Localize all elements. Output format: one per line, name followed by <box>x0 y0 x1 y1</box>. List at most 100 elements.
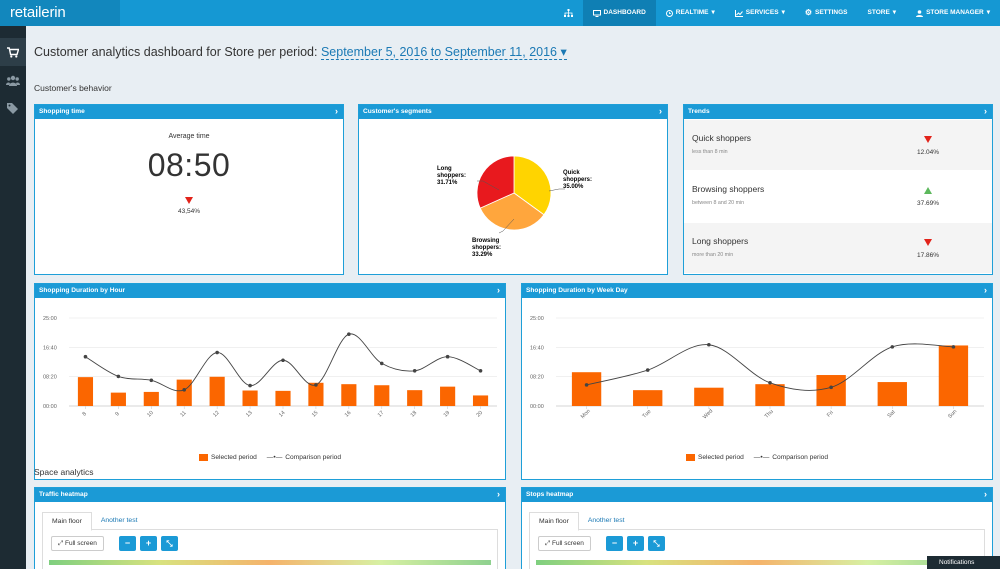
average-time-change: 43,54% <box>177 208 201 215</box>
chevron-right-icon[interactable]: › <box>497 489 500 499</box>
bar <box>440 386 456 406</box>
chevron-right-icon[interactable]: › <box>984 106 987 116</box>
nav-settings[interactable]: ⚙ SETTINGS <box>795 0 858 26</box>
nav-store-manager[interactable]: STORE MANAGER ▾ <box>906 0 1000 26</box>
tab-main-floor[interactable]: Main floor <box>529 512 579 531</box>
main-nav: DASHBOARD REALTIME ▾ SERVICES ▾ ⚙ SETTIN… <box>554 0 1000 26</box>
zoom-out-button[interactable]: − <box>119 536 136 551</box>
y-tick-label: 25:00 <box>43 316 57 322</box>
comparison-point <box>478 369 483 373</box>
x-tick-label: 17 <box>377 410 386 419</box>
caret-down-icon: ▾ <box>711 9 715 16</box>
sidebar-item-customers[interactable] <box>0 38 26 66</box>
legend-swatch <box>685 454 695 461</box>
chevron-right-icon[interactable]: › <box>497 285 500 295</box>
arrow-down-icon <box>924 239 932 246</box>
fullscreen-button[interactable]: ⤢ Full screen <box>51 536 104 551</box>
nav-services[interactable]: SERVICES ▾ <box>725 0 795 26</box>
users-icon <box>6 75 20 86</box>
x-tick-label: 11 <box>179 410 187 418</box>
legend-comparison[interactable]: —•— Comparison period <box>267 454 341 461</box>
chevron-right-icon[interactable]: › <box>659 106 662 116</box>
bar <box>209 376 225 406</box>
panel-header: Shopping Duration by Hour › <box>35 284 505 298</box>
app-logo[interactable]: retailerin <box>0 0 120 26</box>
legend-selected-label: Selected period <box>210 454 257 461</box>
trend-sub: less than 8 min <box>692 149 728 155</box>
chevron-right-icon[interactable]: › <box>335 106 338 116</box>
tab-another-test[interactable]: Another test <box>587 517 625 524</box>
trend-row-long: Long shoppers more than 20 min 17.86% <box>684 223 992 273</box>
caret-down-icon: ▾ <box>892 9 897 16</box>
floor-tabs: Main floor Another test <box>529 512 985 531</box>
bar <box>110 392 126 406</box>
legend-selected[interactable]: Selected period <box>198 454 257 461</box>
comparison-point <box>707 342 711 347</box>
sidebar-item-tags[interactable] <box>0 94 26 122</box>
y-tick-label: 16:40 <box>530 345 544 351</box>
pie-label-quick: Quick shoppers: 35.00% <box>563 170 592 190</box>
nav-sitemap[interactable] <box>554 0 583 26</box>
pie-slice-long <box>476 155 515 209</box>
legend-selected[interactable]: Selected period <box>685 454 744 461</box>
customer-segments-panel: Customer's segments › Long shoppers: 31.71%… <box>358 104 668 275</box>
bar <box>816 375 846 406</box>
chevron-right-icon[interactable]: › <box>984 285 987 295</box>
bar <box>308 382 324 406</box>
panel-title: Shopping time <box>39 108 85 115</box>
arrow-up-icon <box>924 187 932 194</box>
nav-store-manager-label: STORE MANAGER <box>926 9 984 16</box>
heatmap-image[interactable] <box>536 560 978 565</box>
nav-services-label: SERVICES <box>745 9 779 16</box>
bar <box>633 390 663 406</box>
tab-main-floor[interactable]: Main floor <box>42 512 92 531</box>
segments-pie-chart: Long shoppers: 31.71% Quick shoppers: 35.00%… <box>437 155 592 258</box>
nav-store[interactable]: STORE ▾ <box>858 0 907 26</box>
panel-title: Customer's segments <box>363 108 432 115</box>
tab-another-test[interactable]: Another test <box>100 517 138 524</box>
bar <box>938 345 969 406</box>
pie-label-browsing: Browsing shoppers: 33.29% <box>472 238 501 258</box>
bar <box>694 387 724 406</box>
x-tick-label: 14 <box>278 410 287 419</box>
x-tick-label: 9 <box>114 411 120 417</box>
duration-by-hour-chart: 25:00 16:40 08:20 00:00 8 9 10 11 12 13 14 15 16 17 18… <box>43 316 497 419</box>
heatmap-image[interactable] <box>49 560 491 565</box>
comparison-point <box>347 332 351 336</box>
heatmap-body: ⤢ Full screen − + ⤡ <box>42 530 498 569</box>
x-tick-label: Sat <box>887 409 897 419</box>
panel-title: Trends <box>688 108 710 115</box>
sitemap-icon <box>563 9 573 17</box>
panel-header: Stops heatmap › <box>522 488 992 502</box>
change-arrow <box>35 197 343 204</box>
bar <box>374 385 390 406</box>
trend-name: Long shoppers <box>692 236 749 246</box>
comparison-point <box>281 358 285 363</box>
x-tick-label: Sun <box>947 409 958 420</box>
bar <box>275 390 291 406</box>
user-icon <box>916 9 924 17</box>
x-tick-label: 8 <box>82 411 88 417</box>
duration-by-weekday-chart: 25:00 16:40 08:20 00:00 Mon Tue Wed Thu Fri Sat Su… <box>530 316 984 420</box>
heatmap-body: ⤢ Full screen − + ⤡ <box>529 530 985 569</box>
legend-comparison[interactable]: —•— Comparison period <box>754 454 828 461</box>
section-space-analytics: Space analytics <box>34 467 94 477</box>
chevron-right-icon[interactable]: › <box>984 489 987 499</box>
period-selector[interactable]: September 5, 2016 to September 11, 2016 … <box>320 45 567 60</box>
clock-icon <box>665 9 673 17</box>
nav-dashboard[interactable]: DASHBOARD <box>582 0 656 26</box>
zoom-out-button[interactable]: − <box>606 536 623 551</box>
nav-realtime-label: REALTIME <box>675 9 709 16</box>
fullscreen-button[interactable]: ⤢ Full screen <box>538 536 591 551</box>
sidebar-item-users[interactable] <box>0 66 26 94</box>
trend-sub: between 8 and 20 min <box>692 200 745 206</box>
notifications-button[interactable]: Notifications <box>927 556 1000 569</box>
reset-zoom-button[interactable]: ⤡ <box>648 536 665 551</box>
zoom-in-button[interactable]: + <box>140 536 157 551</box>
reset-zoom-button[interactable]: ⤡ <box>161 536 178 551</box>
caret-down-icon: ▾ <box>986 9 990 16</box>
arrow-down-icon <box>924 136 932 143</box>
zoom-in-button[interactable]: + <box>627 536 644 551</box>
nav-realtime[interactable]: REALTIME ▾ <box>656 0 725 26</box>
pie-slice-browsing <box>479 192 545 231</box>
